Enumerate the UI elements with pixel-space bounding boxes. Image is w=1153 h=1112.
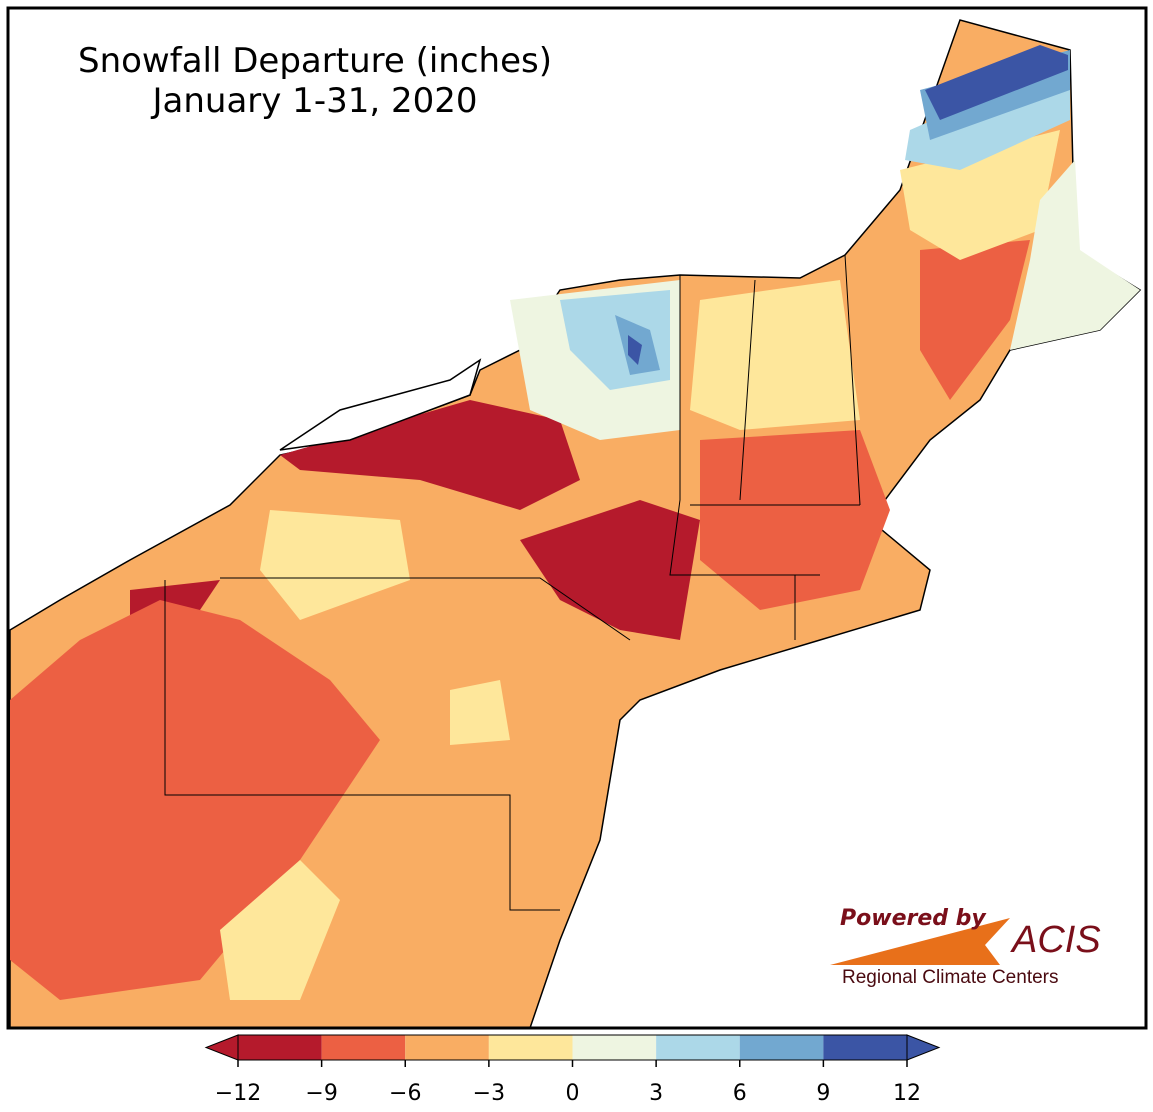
subtitle: January 1-31, 2020 [150, 81, 477, 121]
colorbar-segment [823, 1035, 907, 1060]
colorbar-tick-label: −6 [389, 1081, 421, 1106]
region-yellow [220, 860, 340, 1000]
lake-ontario [279, 358, 482, 451]
logo: Powered by ACIS Regional Climate Centers [830, 906, 1101, 988]
colorbar: −12 −9 −6 −3 0 3 6 9 12 [204, 1034, 941, 1106]
region-red [920, 240, 1030, 400]
region-dark-red [280, 400, 580, 510]
colorbar-arrow-low [204, 1034, 239, 1061]
colorbar-tick-label: −3 [473, 1081, 505, 1106]
colorbar-tick-label: −9 [305, 1081, 337, 1106]
logo-tagline: Powered by [840, 906, 987, 931]
logo-brand: ACIS [1010, 919, 1101, 961]
colorbar-segment [405, 1035, 489, 1060]
region-dark-blue [925, 45, 1068, 120]
region-red [10, 600, 380, 1000]
colorbar-tick-label: −12 [215, 1081, 261, 1106]
colorbar-segment [572, 1035, 657, 1060]
region-dark-red [520, 500, 700, 640]
region-red [700, 430, 890, 610]
map [6, 6, 1148, 1030]
colorbar-segment [321, 1035, 406, 1060]
colorbar-arrow-high [906, 1034, 941, 1061]
colorbar-tick-label: 9 [816, 1081, 830, 1106]
region-yellow [690, 280, 860, 430]
title: Snowfall Departure (inches) [78, 41, 552, 81]
colorbar-tick-label: 3 [649, 1081, 663, 1106]
logo-swoosh [830, 918, 1010, 965]
colorbar-segment [238, 1035, 322, 1060]
region-pale-green [1010, 160, 1140, 350]
map-frame [6, 6, 1148, 1030]
logo-org: Regional Climate Centers [842, 967, 1059, 988]
colorbar-segment [739, 1035, 824, 1060]
region-yellow [450, 680, 510, 745]
colorbar-tick-label: 12 [893, 1081, 921, 1106]
region-dark-blue [628, 335, 642, 365]
colorbar-tick-label: 6 [733, 1081, 747, 1106]
region-yellow [260, 510, 410, 620]
colorbar-segment [656, 1035, 740, 1060]
colorbar-segment [488, 1035, 573, 1060]
state-borders [164, 254, 861, 911]
colorbar-tick-label: 0 [566, 1081, 580, 1106]
